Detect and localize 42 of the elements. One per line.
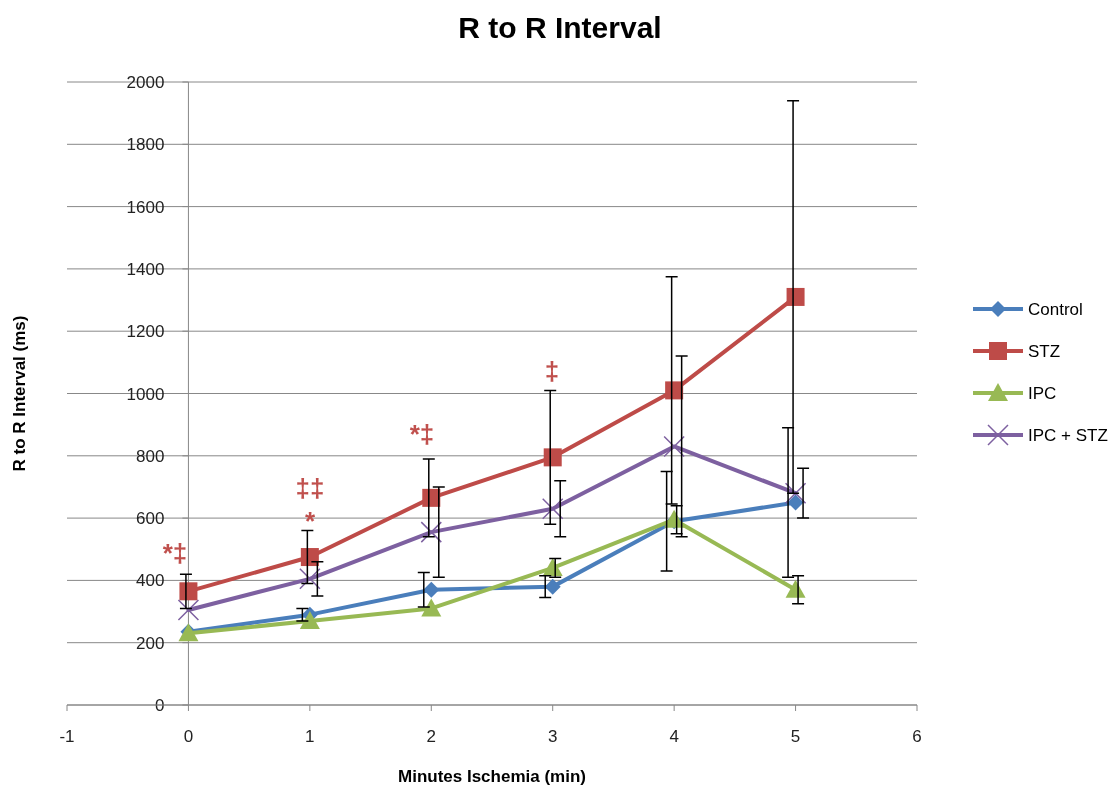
point: [663, 435, 685, 458]
point: [541, 498, 564, 520]
legend-label: IPC + STZ: [1028, 426, 1108, 445]
point: [300, 548, 319, 567]
point: [423, 581, 440, 598]
x-tick-label: 3: [547, 727, 558, 746]
legend-label: IPC: [1028, 384, 1057, 403]
y-tick-label: 400: [136, 571, 165, 591]
x-tick-label: 6: [912, 727, 922, 746]
y-tick-label: 1600: [126, 197, 165, 217]
x-tick-label: -1: [59, 727, 75, 746]
annotation: *‡: [162, 538, 188, 568]
y-tick-label: 1200: [126, 322, 165, 342]
annotation: ‡‡: [295, 473, 325, 503]
annotation: *‡: [409, 419, 435, 449]
annotation: ‡: [544, 356, 560, 386]
point: [787, 494, 804, 511]
point: [421, 598, 442, 617]
y-tick-label: 1000: [126, 384, 165, 404]
y-tick-label: 0: [154, 696, 165, 715]
y-tick-label: 600: [136, 509, 165, 529]
point: [544, 578, 561, 595]
point: [299, 568, 321, 590]
annotation: *: [304, 506, 316, 536]
point: [784, 482, 807, 504]
x-tick-label: 0: [183, 727, 194, 746]
legend-label: Control: [1028, 300, 1083, 319]
x-tick-label: 2: [426, 727, 437, 746]
x-tick-label: 5: [790, 727, 801, 746]
x-axis-title: Minutes Ischemia (min): [398, 767, 586, 786]
y-tick-label: 1400: [126, 259, 165, 279]
y-tick-label: 200: [136, 633, 165, 653]
point: [420, 521, 443, 543]
y-axis-title: R to R Interval (ms): [10, 315, 29, 472]
legend-label: STZ: [1028, 342, 1061, 361]
y-tick-label: 1800: [126, 135, 165, 155]
x-tick-label: 4: [669, 727, 679, 746]
chart-title: R to R Interval: [458, 11, 662, 44]
point: [299, 610, 320, 629]
y-tick-label: 2000: [126, 73, 165, 92]
y-tick-label: 800: [136, 446, 165, 466]
x-tick-label: 1: [305, 727, 315, 746]
